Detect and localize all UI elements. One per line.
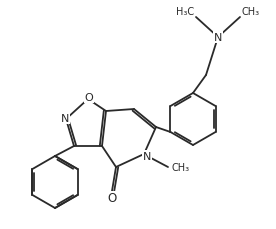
Text: N: N	[61, 114, 69, 123]
Text: O: O	[85, 93, 93, 103]
Text: CH₃: CH₃	[171, 162, 189, 172]
Text: N: N	[214, 33, 222, 43]
Text: N: N	[143, 151, 151, 161]
Text: O: O	[107, 192, 117, 204]
Text: CH₃: CH₃	[242, 7, 260, 17]
Text: H₃C: H₃C	[176, 7, 194, 17]
